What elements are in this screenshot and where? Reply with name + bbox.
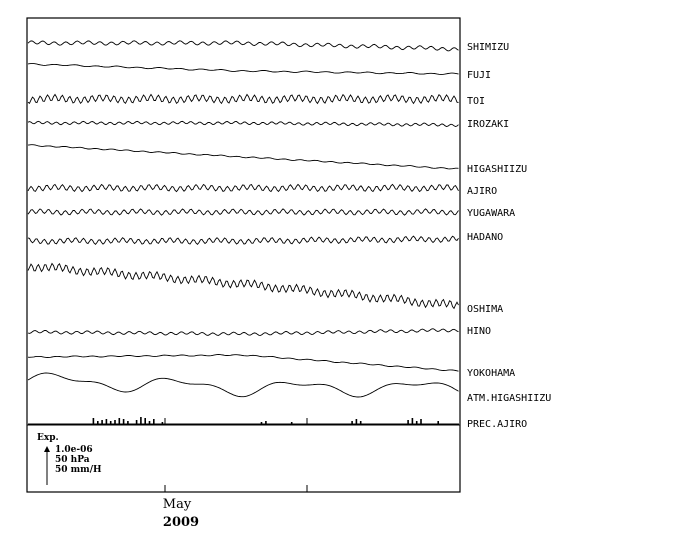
precip-bar: [101, 420, 103, 424]
precip-bar: [420, 419, 422, 424]
series-label: YUGAWARA: [467, 208, 515, 219]
precip-bar: [92, 418, 95, 424]
precip-bar: [127, 421, 129, 424]
precip-bar: [105, 419, 108, 424]
precip-bar: [437, 421, 439, 424]
precip-bar: [411, 418, 414, 424]
series-label: FUJI: [467, 70, 491, 81]
precip-bar: [290, 422, 293, 424]
series-label: HIGASHIIZU: [467, 164, 527, 175]
scale-legend-line-1: 1.0e-06: [55, 445, 93, 455]
x-year-label: 2009: [163, 515, 199, 530]
scale-legend-title: Exp.: [37, 433, 59, 443]
scale-arrow-head: [44, 446, 50, 452]
series-line-shimizu: [27, 40, 459, 52]
precip-bar: [355, 419, 358, 424]
precip-bar: [122, 419, 125, 424]
series-label: SHIMIZU: [467, 42, 509, 53]
series-label: TOI: [467, 96, 485, 107]
series-label: OSHIMA: [467, 304, 503, 315]
precip-bar: [144, 418, 146, 424]
precip-bar: [351, 421, 353, 424]
series-line-yugawara: [27, 208, 459, 216]
precip-bar: [265, 421, 267, 424]
series-label: IROZAKI: [467, 119, 509, 130]
series-line-hadano: [27, 235, 459, 245]
plot-frame: [26, 17, 461, 493]
precip-bar: [359, 421, 362, 424]
series-labels: SHIMIZU FUJI TOI IROZAKI HIGASHIIZU AJIRO YUGA…: [467, 42, 551, 430]
scale-legend-line-2: 50 hPa: [55, 455, 90, 465]
precip-bar: [109, 421, 112, 424]
precip-bar: [148, 421, 151, 424]
series-line-toi: [27, 93, 459, 105]
series-line-fuji: [27, 63, 459, 75]
precip-bar: [118, 418, 121, 424]
scale-legend: Exp. 1.0e-06 50 hPa 50 mm/H: [37, 433, 102, 485]
series-label: AJIRO: [467, 186, 497, 197]
series-label: YOKOHAMA: [467, 368, 515, 379]
series-line-higashiizu: [27, 144, 459, 170]
x-tick-label-may: May: [163, 497, 192, 512]
series-lines: [27, 40, 459, 398]
precip-bar: [153, 419, 155, 424]
precip-bar: [97, 421, 99, 424]
series-line-ajiro: [27, 183, 459, 193]
precip-bars: [28, 417, 459, 425]
series-line-irozaki: [27, 120, 459, 127]
precip-bar: [114, 420, 116, 424]
series-line-atm-higashiizu: [27, 372, 459, 398]
precip-bar: [260, 422, 263, 424]
precip-bar: [161, 422, 164, 424]
series-label: PREC.AJIRO: [467, 419, 527, 430]
precip-bar: [140, 417, 142, 424]
series-label: HINO: [467, 326, 491, 337]
precip-bar: [407, 420, 409, 424]
series-label: ATM.HIGASHIIZU: [467, 393, 551, 404]
precip-bar: [135, 420, 138, 424]
series-line-oshima: [27, 262, 459, 310]
series-label: HADANO: [467, 232, 503, 243]
series-line-yokohama: [27, 354, 459, 372]
series-line-hino: [27, 328, 459, 336]
precip-bar: [415, 421, 418, 424]
x-ticks: [164, 418, 308, 492]
scale-legend-line-3: 50 mm/H: [55, 465, 102, 475]
